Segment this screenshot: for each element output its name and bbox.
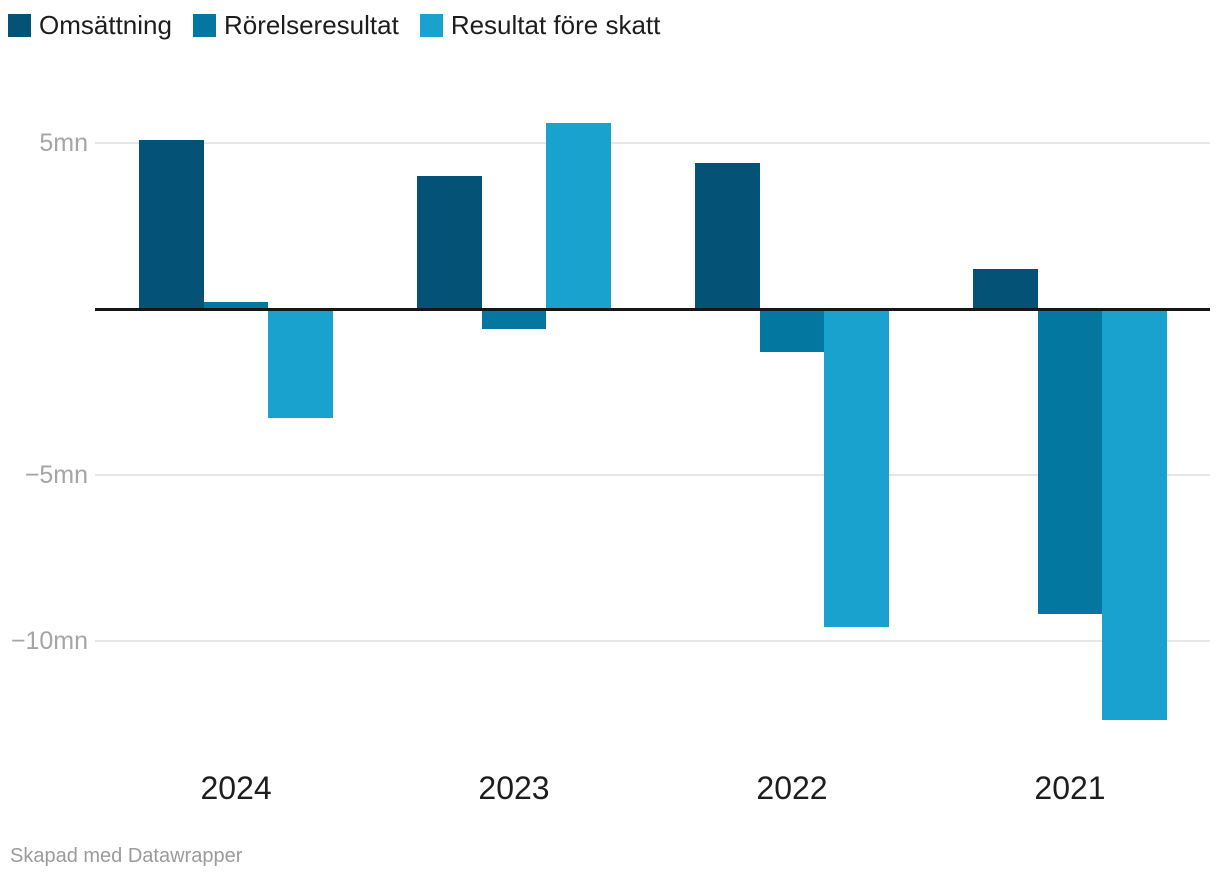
- gridline-−10mn: [95, 639, 1210, 642]
- gridline-5mn: [95, 142, 1210, 145]
- y-axis-label-−10mn: −10mn: [10, 626, 88, 655]
- legend: Omsättning Rörelseresultat Resultat före…: [8, 12, 681, 38]
- attribution-text: Skapad med Datawrapper: [10, 845, 243, 867]
- y-axis-label-−5mn: −5mn: [24, 460, 88, 489]
- y-axis-label-5mn: 5mn: [39, 129, 88, 158]
- bar-omsattning-2022: [695, 163, 760, 309]
- bar-rorelseresultat-2021: [1037, 309, 1103, 615]
- legend-item-omsattning: Omsättning: [8, 12, 172, 38]
- legend-label-rorelseresultat: Rörelseresultat: [223, 10, 399, 40]
- bar-omsattning-2024: [139, 139, 204, 309]
- bar-omsattning-2023: [417, 176, 482, 309]
- x-axis-label-2022: 2022: [756, 770, 828, 806]
- bar-rorelseresultat-2022: [759, 309, 825, 353]
- legend-swatch-omsattning: [8, 13, 31, 37]
- bar-resultat-fore-skatt-2022: [824, 309, 890, 628]
- bar-omsattning-2021: [973, 269, 1038, 309]
- gridline-−5mn: [95, 473, 1210, 476]
- bar-rorelseresultat-2023: [481, 309, 547, 329]
- legend-swatch-rorelseresultat: [192, 13, 216, 37]
- legend-item-rorelseresultat: Rörelseresultat: [192, 10, 399, 40]
- legend-label-omsattning: Omsättning: [39, 10, 172, 40]
- bar-resultat-fore-skatt-2024: [268, 309, 334, 419]
- x-axis-label-2021: 2021: [1034, 770, 1106, 806]
- zero-axis-line: [95, 307, 1210, 311]
- bar-resultat-fore-skatt-2021: [1102, 309, 1168, 721]
- legend-swatch-resultat-fore-skatt: [419, 13, 443, 37]
- bar-resultat-fore-skatt-2023: [546, 123, 612, 309]
- legend-label-resultat-fore-skatt: Resultat före skatt: [450, 10, 661, 40]
- x-axis-label-2023: 2023: [478, 770, 550, 806]
- bar-rorelseresultat-2024: [203, 302, 269, 309]
- x-axis-label-2024: 2024: [200, 770, 272, 806]
- legend-item-resultat-fore-skatt: Resultat före skatt: [419, 10, 661, 40]
